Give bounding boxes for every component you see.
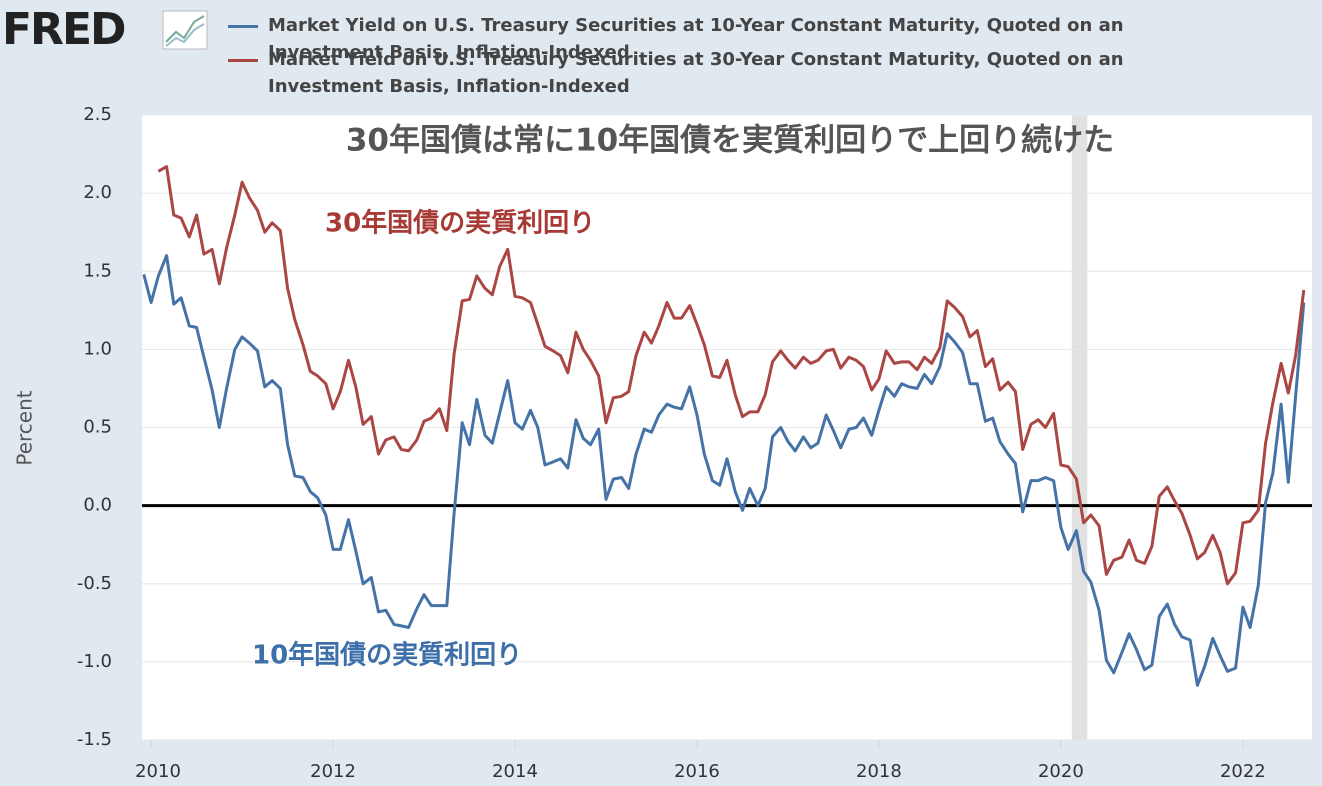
y-tick-label: 0.5 [83,417,112,438]
annotation: 30年国債の実質利回り [325,208,595,239]
annotation: 10年国債の実質利回り [252,640,522,671]
series-line [142,254,1306,687]
y-tick-label: -1.0 [77,651,112,672]
chart-title: 30年国債は常に10年国債を実質利回りで上回り続けた [346,123,1114,159]
x-tick-label: 2022 [1220,761,1266,782]
y-tick-label: 2.0 [83,182,112,203]
y-tick-label: -0.5 [77,573,112,594]
y-tick-label: 0.0 [83,495,112,516]
y-tick-label: -1.5 [77,729,112,750]
legend-label: Market Yield on U.S. Treasury Securities… [268,49,1124,97]
x-tick-label: 2018 [856,761,902,782]
x-tick-label: 2012 [310,761,356,782]
x-tick-label: 2014 [492,761,538,782]
series-line [157,165,1306,586]
y-tick-label: 2.5 [83,104,112,125]
y-tick-label: 1.0 [83,338,112,359]
legend-label: Market Yield on U.S. Treasury Securities… [268,15,1124,63]
logo: FRED [2,4,127,55]
y-tick-label: 1.5 [83,260,112,281]
legend-swatch [228,25,258,28]
x-tick-label: 2010 [135,761,181,782]
y-axis-label: Percent [13,390,37,465]
x-tick-label: 2016 [674,761,720,782]
legend-swatch [228,59,258,62]
x-tick-label: 2020 [1038,761,1084,782]
logo-icon [162,10,208,50]
